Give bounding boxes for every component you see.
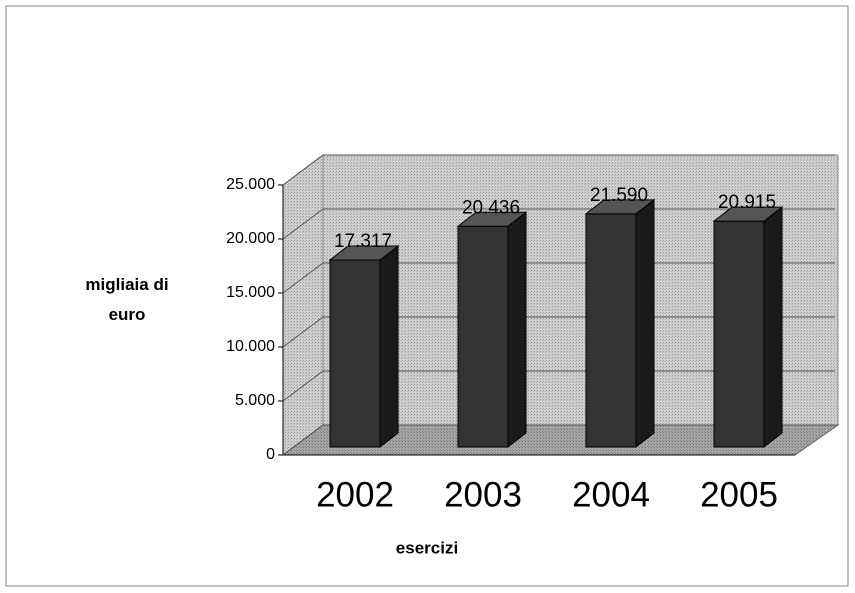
data-label: 21.590 xyxy=(590,185,648,206)
x-tick-label: 2005 xyxy=(700,475,778,514)
y-tick-label: 15.000 xyxy=(226,284,275,301)
grid-line xyxy=(282,424,324,456)
side-wall xyxy=(282,154,324,456)
bar-side xyxy=(507,211,527,449)
y-tick-label: 10.000 xyxy=(226,338,275,355)
bar-top xyxy=(328,245,400,261)
chart-frame xyxy=(5,5,849,587)
x-tick-label: 2004 xyxy=(572,475,650,514)
x-tick-label: 2003 xyxy=(444,475,522,514)
y-tick-label: 0 xyxy=(266,446,275,463)
bar-side xyxy=(763,206,783,449)
bar xyxy=(713,220,765,448)
bar-side xyxy=(379,244,399,449)
bar xyxy=(329,259,381,448)
y-tick-label: 20.000 xyxy=(226,230,275,247)
bar-top xyxy=(456,211,528,227)
data-label: 20.436 xyxy=(462,197,520,218)
bar xyxy=(585,213,637,448)
data-label: 20.915 xyxy=(718,192,776,213)
bar-top xyxy=(712,206,784,222)
x-tick-label: 2002 xyxy=(316,475,394,514)
y-axis-title: migliaia di euro xyxy=(85,275,169,324)
bar xyxy=(457,225,509,448)
bar-top xyxy=(584,199,656,215)
x-axis-title: esercizi xyxy=(396,538,458,557)
grid-line xyxy=(282,154,324,186)
grid-line xyxy=(282,208,324,240)
data-label: 17.317 xyxy=(334,231,392,252)
y-tick-label: 5.000 xyxy=(235,392,275,409)
y-tick-label: 25.000 xyxy=(226,176,275,193)
grid-line xyxy=(282,262,324,294)
bar-side xyxy=(635,198,655,449)
grid-line xyxy=(282,370,324,402)
grid-line xyxy=(282,316,324,348)
